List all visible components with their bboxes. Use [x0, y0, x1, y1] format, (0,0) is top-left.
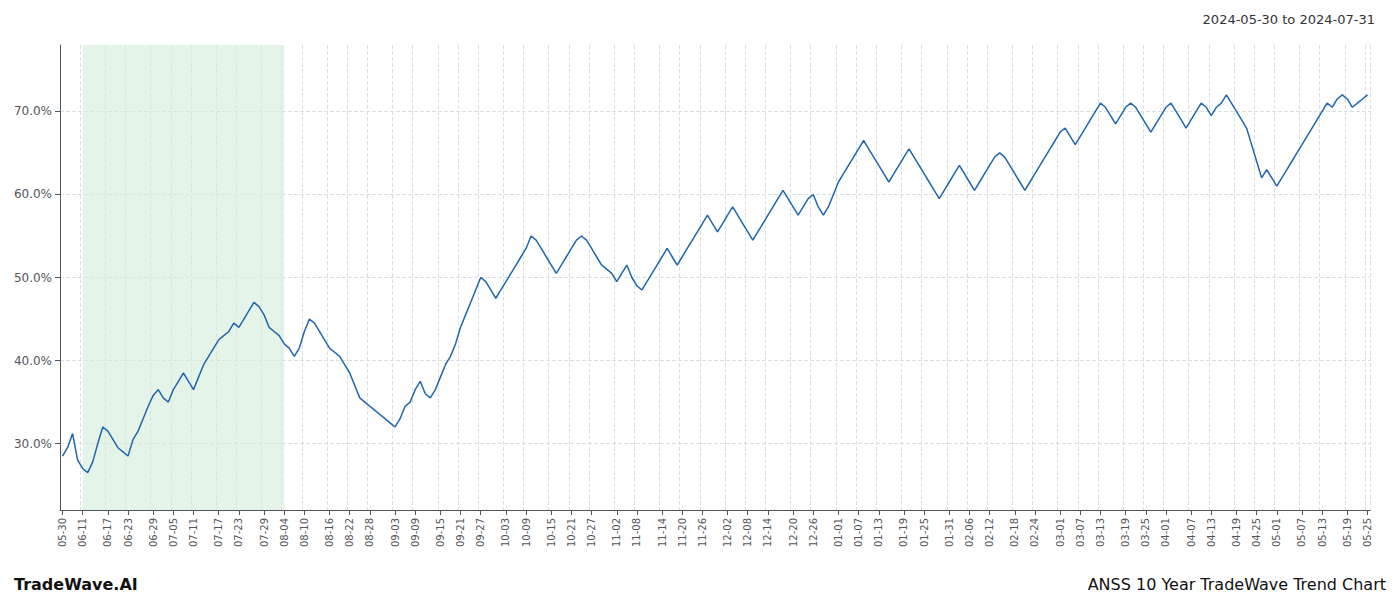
- svg-text:03-19: 03-19: [1120, 518, 1131, 547]
- svg-text:06-23: 06-23: [123, 518, 134, 547]
- svg-text:01-07: 01-07: [853, 518, 864, 547]
- svg-text:04-07: 04-07: [1186, 518, 1197, 547]
- svg-text:ANSS 10 Year TradeWave Trend C: ANSS 10 Year TradeWave Trend Chart: [1088, 575, 1386, 594]
- svg-text:2024-05-30 to 2024-07-31: 2024-05-30 to 2024-07-31: [1203, 12, 1375, 27]
- svg-text:05-13: 05-13: [1317, 518, 1328, 547]
- svg-text:08-10: 08-10: [299, 518, 310, 547]
- svg-text:30.0%: 30.0%: [14, 437, 52, 451]
- svg-text:12-20: 12-20: [788, 518, 799, 547]
- svg-text:02-06: 02-06: [964, 518, 975, 547]
- svg-text:12-08: 12-08: [742, 518, 753, 547]
- svg-text:05-19: 05-19: [1342, 518, 1353, 547]
- svg-text:01-25: 01-25: [919, 518, 930, 547]
- svg-text:70.0%: 70.0%: [14, 104, 52, 118]
- svg-text:07-23: 07-23: [233, 518, 244, 547]
- svg-text:05-30: 05-30: [57, 518, 68, 547]
- svg-text:03-07: 03-07: [1075, 518, 1086, 547]
- svg-text:05-25: 05-25: [1362, 518, 1373, 547]
- svg-text:04-13: 04-13: [1206, 518, 1217, 547]
- svg-text:40.0%: 40.0%: [14, 354, 52, 368]
- svg-text:04-01: 04-01: [1160, 518, 1171, 547]
- svg-text:12-26: 12-26: [808, 518, 819, 547]
- svg-text:08-22: 08-22: [344, 518, 355, 547]
- svg-text:12-02: 12-02: [722, 518, 733, 547]
- svg-text:03-01: 03-01: [1055, 518, 1066, 547]
- svg-text:01-31: 01-31: [944, 518, 955, 547]
- svg-text:04-25: 04-25: [1251, 518, 1262, 547]
- svg-text:05-01: 05-01: [1271, 518, 1282, 547]
- svg-text:11-14: 11-14: [657, 518, 668, 547]
- svg-text:50.0%: 50.0%: [14, 271, 52, 285]
- svg-text:09-15: 09-15: [435, 518, 446, 547]
- svg-text:01-13: 01-13: [873, 518, 884, 547]
- svg-text:08-28: 08-28: [364, 518, 375, 547]
- svg-text:03-25: 03-25: [1140, 518, 1151, 547]
- svg-text:10-15: 10-15: [546, 518, 557, 547]
- svg-text:05-07: 05-07: [1296, 518, 1307, 547]
- svg-text:09-09: 09-09: [410, 518, 421, 547]
- svg-text:07-17: 07-17: [213, 518, 224, 547]
- svg-text:06-17: 06-17: [102, 518, 113, 547]
- svg-text:09-21: 09-21: [455, 518, 466, 547]
- svg-text:11-02: 11-02: [611, 518, 622, 547]
- svg-text:06-11: 06-11: [77, 518, 88, 547]
- svg-text:07-05: 07-05: [168, 518, 179, 547]
- svg-text:60.0%: 60.0%: [14, 187, 52, 201]
- svg-text:11-26: 11-26: [697, 518, 708, 547]
- svg-text:10-09: 10-09: [521, 518, 532, 547]
- svg-text:10-03: 10-03: [500, 518, 511, 547]
- svg-text:02-12: 02-12: [984, 518, 995, 547]
- svg-text:09-27: 09-27: [475, 518, 486, 547]
- svg-text:08-16: 08-16: [324, 518, 335, 547]
- svg-text:02-24: 02-24: [1029, 518, 1040, 547]
- svg-text:04-19: 04-19: [1231, 518, 1242, 547]
- svg-text:01-01: 01-01: [833, 518, 844, 547]
- svg-text:03-13: 03-13: [1095, 518, 1106, 547]
- svg-text:TradeWave.AI: TradeWave.AI: [14, 575, 138, 594]
- svg-text:08-04: 08-04: [279, 518, 290, 547]
- svg-text:02-18: 02-18: [1009, 518, 1020, 547]
- svg-text:11-20: 11-20: [677, 518, 688, 547]
- svg-text:07-29: 07-29: [259, 518, 270, 547]
- svg-text:10-27: 10-27: [586, 518, 597, 547]
- svg-text:07-11: 07-11: [188, 518, 199, 547]
- svg-text:09-03: 09-03: [390, 518, 401, 547]
- svg-text:11-08: 11-08: [631, 518, 642, 547]
- svg-text:01-19: 01-19: [898, 518, 909, 547]
- svg-text:12-14: 12-14: [762, 518, 773, 547]
- svg-text:10-21: 10-21: [566, 518, 577, 547]
- svg-text:06-29: 06-29: [148, 518, 159, 547]
